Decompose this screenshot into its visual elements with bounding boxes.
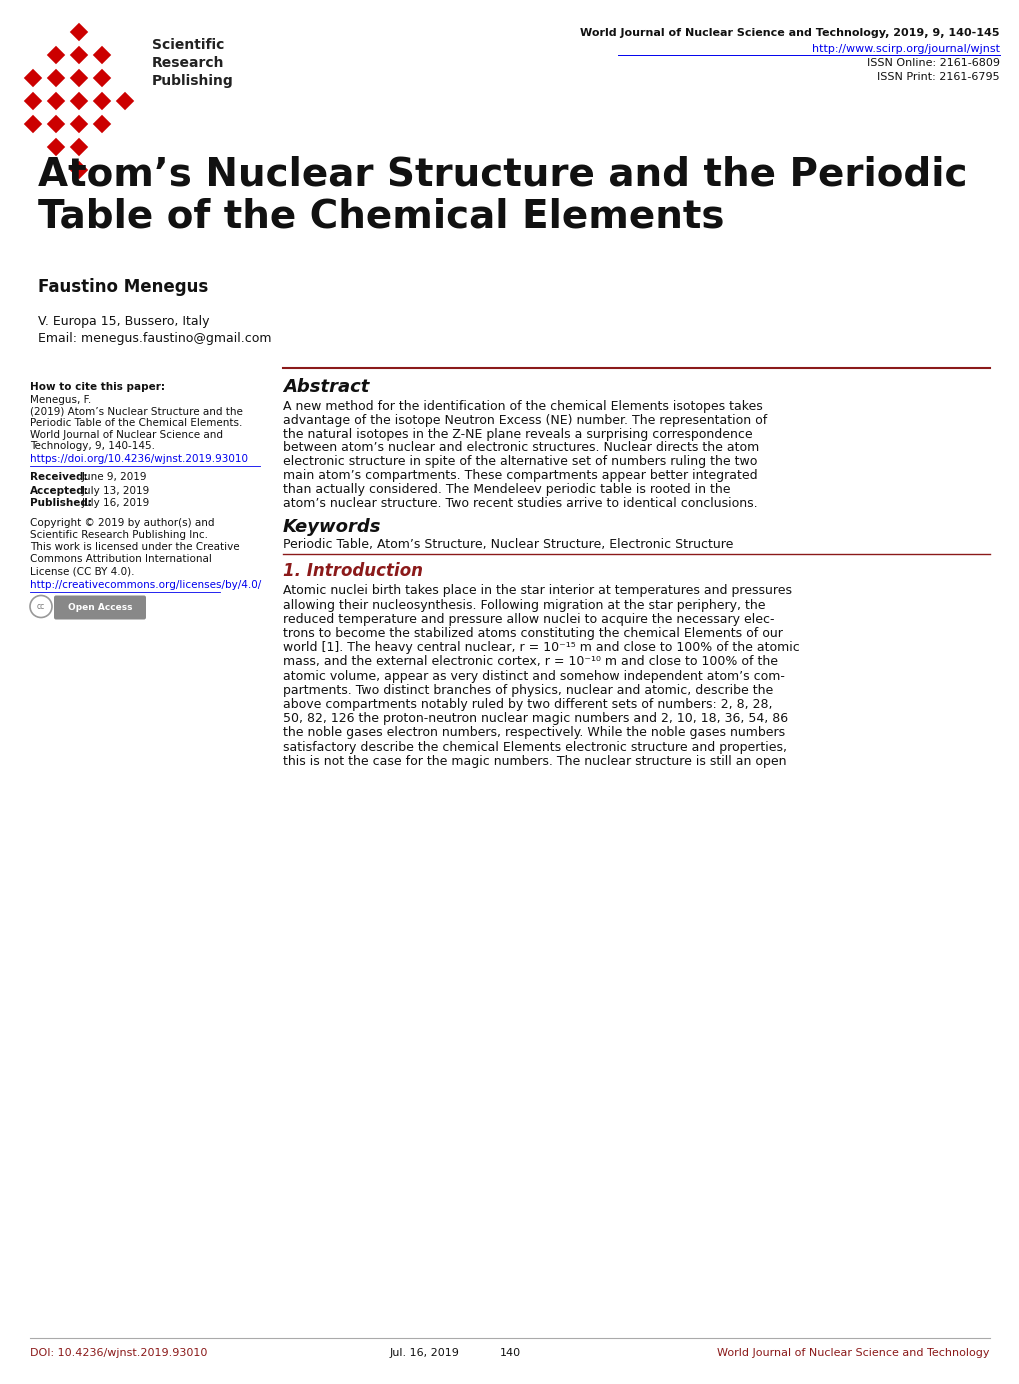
Text: satisfactory describe the chemical Elements electronic structure and properties,: satisfactory describe the chemical Eleme… [282, 740, 787, 754]
Polygon shape [46, 68, 66, 89]
Text: (2019) Atom’s Nuclear Structure and the: (2019) Atom’s Nuclear Structure and the [30, 407, 243, 417]
Text: Faustino Menegus: Faustino Menegus [38, 278, 208, 296]
Text: July 16, 2019: July 16, 2019 [82, 498, 150, 508]
Text: the natural isotopes in the Z-NE plane reveals a surprising correspondence: the natural isotopes in the Z-NE plane r… [282, 428, 752, 440]
Text: Keywords: Keywords [282, 519, 381, 537]
Text: world [1]. The heavy central nuclear, r = 10⁻¹⁵ m and close to 100% of the atomi: world [1]. The heavy central nuclear, r … [282, 641, 799, 655]
Text: Technology, 9, 140-145.: Technology, 9, 140-145. [30, 441, 155, 451]
Polygon shape [92, 91, 112, 111]
Text: DOI: 10.4236/wjnst.2019.93010: DOI: 10.4236/wjnst.2019.93010 [30, 1348, 207, 1358]
Polygon shape [92, 46, 112, 65]
FancyBboxPatch shape [54, 595, 146, 620]
Text: Periodic Table, Atom’s Structure, Nuclear Structure, Electronic Structure: Periodic Table, Atom’s Structure, Nuclea… [282, 538, 733, 551]
Polygon shape [69, 137, 89, 156]
Text: V. Europa 15, Bussero, Italy: V. Europa 15, Bussero, Italy [38, 316, 209, 328]
Text: mass, and the external electronic cortex, r = 10⁻¹⁰ m and close to 100% of the: mass, and the external electronic cortex… [282, 656, 777, 668]
Text: World Journal of Nuclear Science and Technology, 2019, 9, 140-145: World Journal of Nuclear Science and Tec… [580, 28, 999, 37]
Text: World Journal of Nuclear Science and: World Journal of Nuclear Science and [30, 429, 223, 440]
Text: between atom’s nuclear and electronic structures. Nuclear directs the atom: between atom’s nuclear and electronic st… [282, 441, 758, 454]
Polygon shape [23, 68, 43, 89]
Polygon shape [23, 91, 43, 111]
Text: Atomic nuclei birth takes place in the star interior at temperatures and pressur: Atomic nuclei birth takes place in the s… [282, 584, 791, 598]
Text: https://doi.org/10.4236/wjnst.2019.93010: https://doi.org/10.4236/wjnst.2019.93010 [30, 454, 248, 465]
Text: main atom’s compartments. These compartments appear better integrated: main atom’s compartments. These compartm… [282, 469, 757, 482]
Text: Menegus, F.: Menegus, F. [30, 394, 91, 406]
Polygon shape [46, 46, 66, 65]
Text: Table of the Chemical Elements: Table of the Chemical Elements [38, 198, 723, 237]
Polygon shape [69, 113, 89, 134]
Text: advantage of the isotope Neutron Excess (NE) number. The representation of: advantage of the isotope Neutron Excess … [282, 414, 766, 426]
Text: Published:: Published: [30, 498, 92, 508]
Text: Scientific: Scientific [152, 37, 224, 53]
Text: A new method for the identification of the chemical Elements isotopes takes: A new method for the identification of t… [282, 400, 762, 412]
Polygon shape [46, 113, 66, 134]
Circle shape [30, 595, 52, 617]
Text: License (CC BY 4.0).: License (CC BY 4.0). [30, 566, 135, 577]
Polygon shape [69, 161, 89, 180]
Text: June 9, 2019: June 9, 2019 [82, 472, 148, 483]
Text: partments. Two distinct branches of physics, nuclear and atomic, describe the: partments. Two distinct branches of phys… [282, 684, 772, 696]
Text: this is not the case for the magic numbers. The nuclear structure is still an op: this is not the case for the magic numbe… [282, 754, 786, 768]
Text: reduced temperature and pressure allow nuclei to acquire the necessary elec-: reduced temperature and pressure allow n… [282, 613, 773, 626]
Text: 140: 140 [499, 1348, 520, 1358]
Text: the noble gases electron numbers, respectively. While the noble gases numbers: the noble gases electron numbers, respec… [282, 727, 785, 739]
Polygon shape [92, 68, 112, 89]
Text: http://www.scirp.org/journal/wjnst: http://www.scirp.org/journal/wjnst [811, 44, 999, 54]
Text: World Journal of Nuclear Science and Technology: World Journal of Nuclear Science and Tec… [716, 1348, 989, 1358]
Text: Open Access: Open Access [67, 603, 132, 612]
Text: cc: cc [37, 602, 45, 610]
Text: 1. Introduction: 1. Introduction [282, 562, 423, 580]
Polygon shape [69, 46, 89, 65]
Text: Accepted:: Accepted: [30, 486, 89, 495]
Text: Scientific Research Publishing Inc.: Scientific Research Publishing Inc. [30, 530, 208, 541]
Text: Copyright © 2019 by author(s) and: Copyright © 2019 by author(s) and [30, 519, 214, 529]
Polygon shape [69, 22, 89, 42]
Text: http://creativecommons.org/licenses/by/4.0/: http://creativecommons.org/licenses/by/4… [30, 580, 261, 591]
Text: Atom’s Nuclear Structure and the Periodic: Atom’s Nuclear Structure and the Periodi… [38, 155, 967, 192]
Polygon shape [115, 91, 135, 111]
Polygon shape [69, 68, 89, 89]
Polygon shape [92, 113, 112, 134]
Polygon shape [23, 113, 43, 134]
Polygon shape [46, 137, 66, 156]
Text: Periodic Table of the Chemical Elements.: Periodic Table of the Chemical Elements. [30, 418, 243, 428]
Text: Jul. 16, 2019: Jul. 16, 2019 [389, 1348, 460, 1358]
Text: Publishing: Publishing [152, 73, 233, 89]
Text: Commons Attribution International: Commons Attribution International [30, 555, 212, 565]
Text: ISSN Online: 2161-6809: ISSN Online: 2161-6809 [866, 58, 999, 68]
Text: allowing their nucleosynthesis. Following migration at the star periphery, the: allowing their nucleosynthesis. Followin… [282, 599, 764, 612]
Text: 50, 82, 126 the proton-neutron nuclear magic numbers and 2, 10, 18, 36, 54, 86: 50, 82, 126 the proton-neutron nuclear m… [282, 713, 788, 725]
Text: Received:: Received: [30, 472, 88, 483]
Text: Research: Research [152, 55, 224, 71]
Text: than actually considered. The Mendeleev periodic table is rooted in the: than actually considered. The Mendeleev … [282, 483, 730, 495]
Text: How to cite this paper:: How to cite this paper: [30, 382, 165, 392]
Text: Abstract: Abstract [282, 378, 369, 396]
Text: ISSN Print: 2161-6795: ISSN Print: 2161-6795 [876, 72, 999, 82]
Text: electronic structure in spite of the alternative set of numbers ruling the two: electronic structure in spite of the alt… [282, 455, 757, 468]
Text: July 13, 2019: July 13, 2019 [82, 486, 150, 495]
Text: atomic volume, appear as very distinct and somehow independent atom’s com-: atomic volume, appear as very distinct a… [282, 670, 784, 682]
Text: This work is licensed under the Creative: This work is licensed under the Creative [30, 543, 239, 552]
Polygon shape [69, 91, 89, 111]
Polygon shape [46, 91, 66, 111]
Text: Email: menegus.faustino@gmail.com: Email: menegus.faustino@gmail.com [38, 332, 271, 345]
Text: atom’s nuclear structure. Two recent studies arrive to identical conclusions.: atom’s nuclear structure. Two recent stu… [282, 497, 757, 509]
Text: above compartments notably ruled by two different sets of numbers: 2, 8, 28,: above compartments notably ruled by two … [282, 698, 771, 711]
Text: trons to become the stabilized atoms constituting the chemical Elements of our: trons to become the stabilized atoms con… [282, 627, 783, 639]
